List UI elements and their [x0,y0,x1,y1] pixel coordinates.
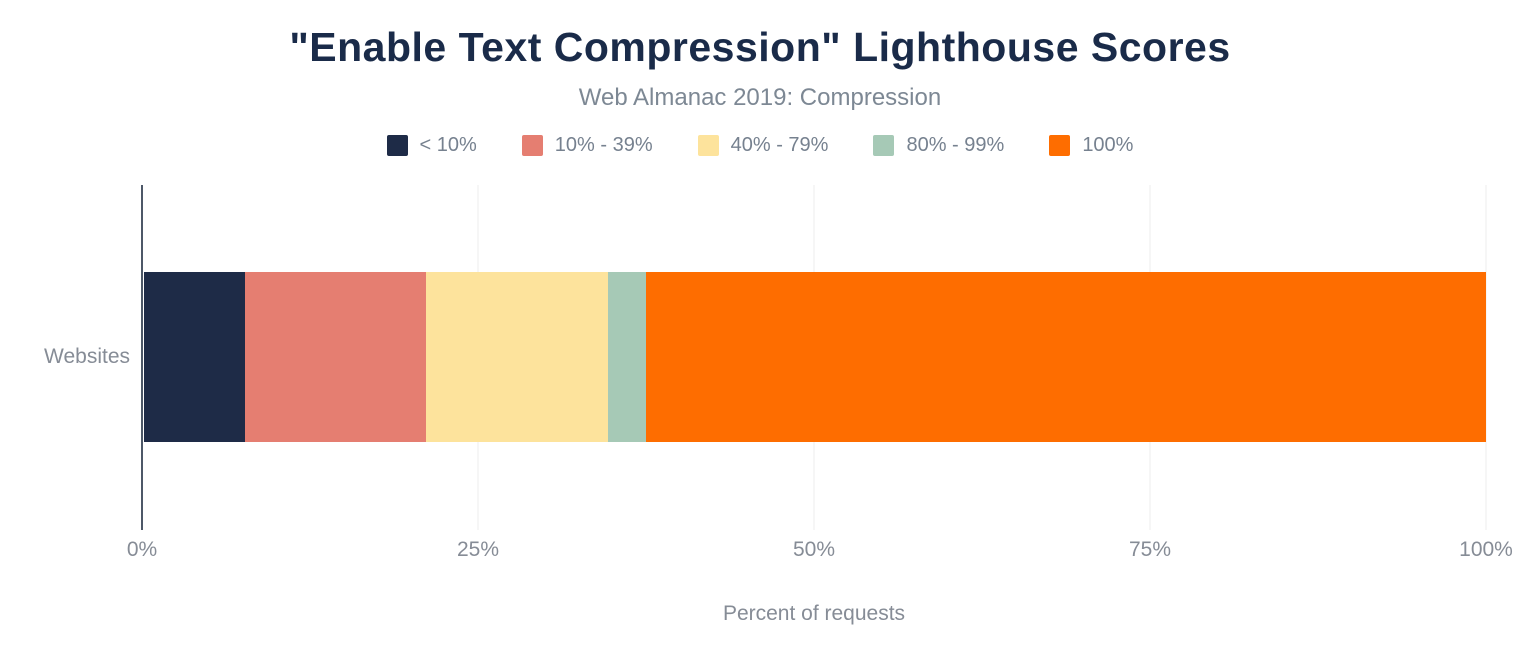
bar-segment-5[interactable] [645,272,1486,442]
legend-swatch-icon [1049,135,1071,156]
legend-label: 10% - 39% [554,134,653,156]
legend-item-1: < 10% [386,134,477,157]
x-tick-label-75: 75% [1128,538,1172,561]
legend-label: 40% - 79% [730,134,829,156]
x-tick-label-50: 50% [792,538,836,561]
legend-swatch-icon [521,135,543,156]
y-axis-line [141,185,143,530]
bar-segment-4[interactable] [608,272,646,442]
chart-subtitle: Web Almanac 2019: Compression [578,84,942,111]
legend-swatch-icon [386,135,408,156]
legend-item-2: 10% - 39% [521,134,653,157]
legend-swatch-icon [873,135,895,156]
x-axis-title: Percent of requests [722,602,906,625]
y-category-label: Websites [44,345,130,368]
legend-item-4: 80% - 99% [873,134,1004,157]
legend-label: 80% - 99% [906,134,1005,156]
bar-segment-3[interactable] [425,272,609,442]
x-tick-label-25: 25% [456,538,500,561]
x-tick-label-100: 100% [1459,538,1513,561]
legend: < 10% 10% - 39% 40% - 79% 80% - 99% 100% [0,134,1520,157]
bar-segment-1[interactable] [144,272,245,442]
legend-swatch-icon [697,135,719,156]
legend-label: < 10% [419,134,477,156]
x-axis-ticks: 0% 25% 50% 75% 100% [127,538,1513,566]
stacked-bar [144,272,1486,442]
gridline-100 [1485,185,1487,530]
bar-segment-2[interactable] [244,272,426,442]
legend-label: 100% [1082,134,1134,156]
legend-item-5: 100% [1049,134,1133,157]
plot-area [141,185,1487,530]
x-tick-label-0: 0% [126,538,158,561]
legend-item-3: 40% - 79% [697,134,829,157]
chart-title: "Enable Text Compression" Lighthouse Sco… [289,24,1231,70]
